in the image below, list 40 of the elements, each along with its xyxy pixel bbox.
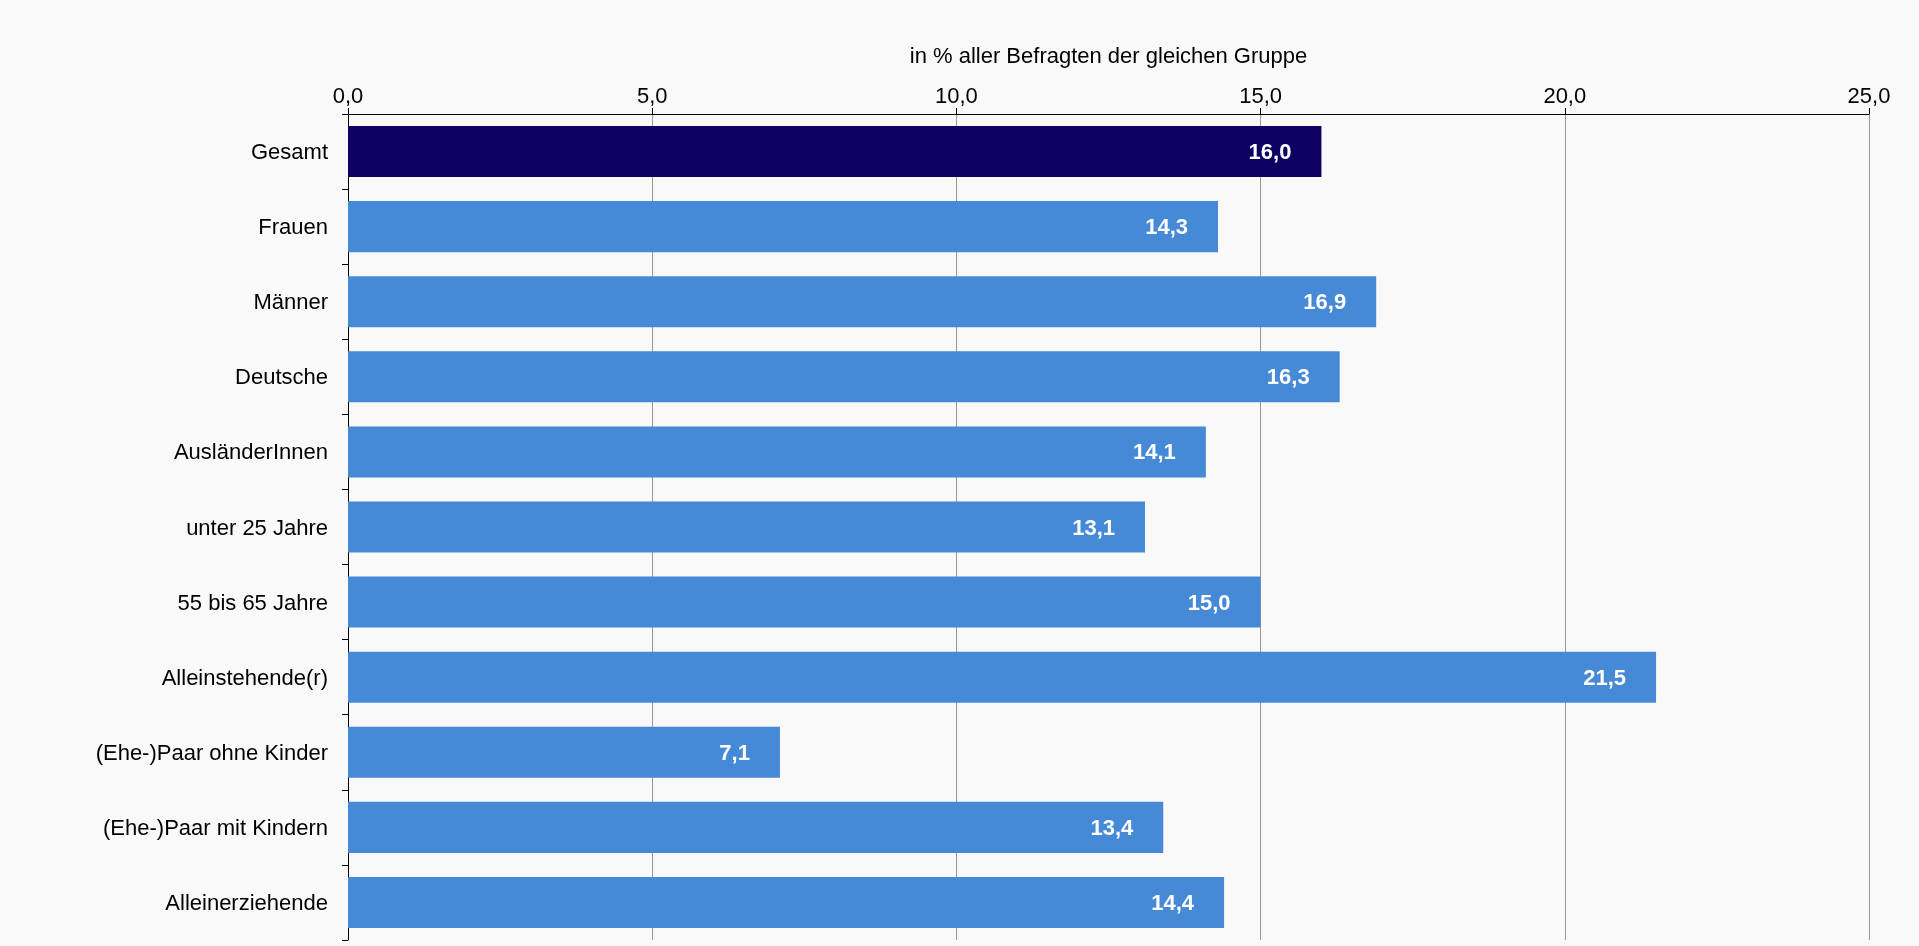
y-tick-label: Deutsche: [235, 364, 328, 390]
y-tick-label: unter 25 Jahre: [186, 514, 328, 540]
data-label: 13,1: [1072, 514, 1115, 540]
x-tick-label: 5,0: [636, 82, 668, 108]
x-tick-label: 10,0: [934, 82, 978, 108]
y-tick-label: 55 bis 65 Jahre: [177, 589, 328, 615]
x-tick-label: 20,0: [1543, 82, 1587, 108]
bar: [348, 501, 1145, 553]
bar: [348, 201, 1219, 253]
data-label: 15,0: [1187, 589, 1231, 615]
bar: [348, 426, 1206, 478]
bar: [348, 651, 1657, 703]
data-label: 16,3: [1266, 364, 1310, 390]
y-tick-label: Frauen: [258, 214, 328, 240]
data-label: 16,9: [1303, 289, 1347, 315]
bar: [348, 276, 1377, 328]
bar: [348, 576, 1261, 628]
x-tick-label: 25,0: [1847, 82, 1891, 108]
data-label: 14,3: [1145, 214, 1189, 240]
bar: [348, 726, 780, 778]
y-tick-label: Gesamt: [250, 139, 328, 165]
bar: [348, 351, 1340, 403]
bar: [348, 126, 1322, 178]
y-tick-label: AusländerInnen: [173, 439, 328, 465]
x-tick-label: 0,0: [332, 82, 364, 108]
data-label: 7,1: [719, 739, 750, 765]
data-label: 21,5: [1583, 664, 1627, 690]
bar: [348, 801, 1164, 853]
y-tick-label: Alleinerziehende: [165, 889, 328, 915]
data-label: 16,0: [1248, 139, 1292, 165]
data-label: 14,1: [1133, 439, 1176, 465]
bar: [348, 876, 1225, 928]
y-tick-label: (Ehe-)Paar ohne Kinder: [95, 739, 328, 765]
data-label: 13,4: [1090, 814, 1135, 840]
x-tick-label: 15,0: [1239, 82, 1283, 108]
data-label: 14,4: [1151, 889, 1195, 915]
y-tick-label: Alleinstehende(r): [161, 664, 328, 690]
y-tick-label: Männer: [253, 289, 328, 315]
x-axis-title: in % aller Befragten der gleichen Gruppe: [909, 42, 1308, 68]
y-tick-label: (Ehe-)Paar mit Kindern: [103, 814, 328, 840]
